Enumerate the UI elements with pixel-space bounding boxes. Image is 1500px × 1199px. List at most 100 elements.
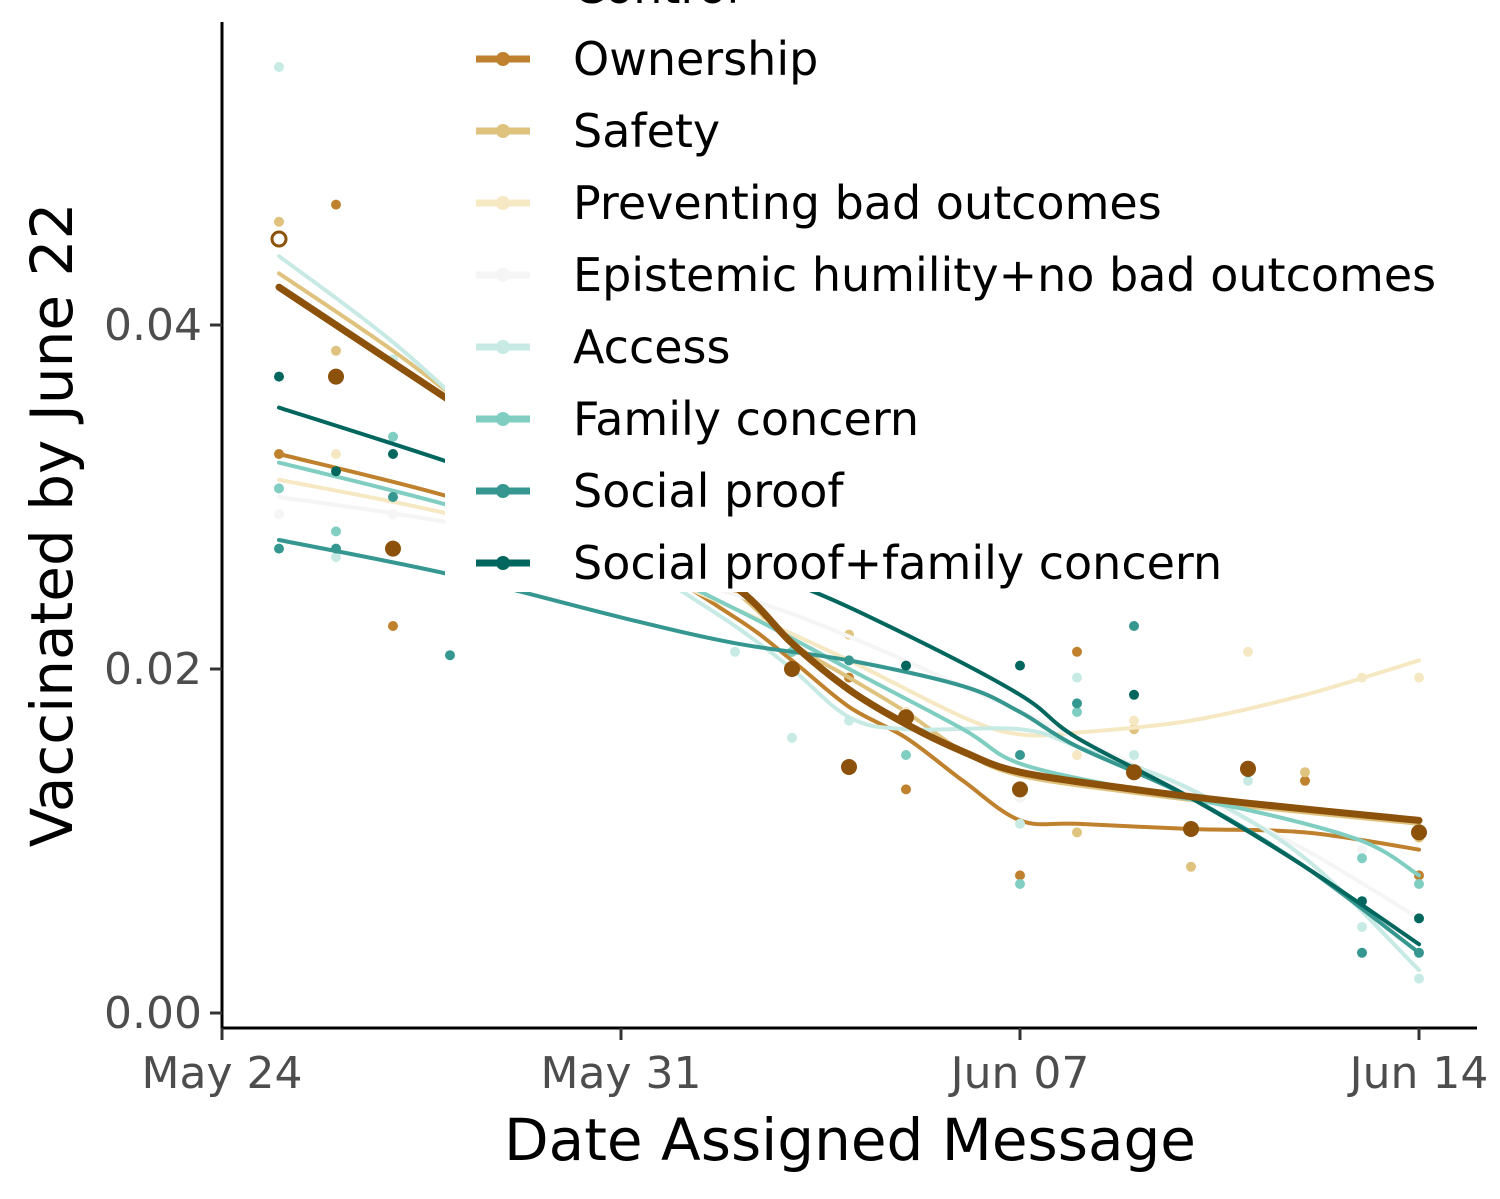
legend: Control Ownership Safety Preventing bad out…	[476, 0, 1436, 590]
legend-item: Preventing bad outcomes	[476, 176, 1162, 230]
data-point	[1357, 947, 1367, 958]
data-point	[730, 646, 740, 657]
data-point	[274, 509, 284, 520]
data-point	[1300, 767, 1310, 778]
data-point	[1357, 922, 1367, 932]
x-tick-label: Jun 07	[948, 1048, 1090, 1099]
data-point	[1414, 973, 1424, 984]
data-point	[1072, 827, 1082, 838]
data-point	[445, 650, 455, 661]
data-point	[1015, 660, 1025, 671]
legend-label: Control	[573, 0, 739, 14]
data-point	[1015, 818, 1025, 829]
data-point	[1183, 821, 1199, 837]
data-point	[1357, 896, 1367, 907]
legend-label: Safety	[573, 104, 720, 158]
legend-item: Access	[476, 320, 730, 374]
legend-label: Preventing bad outcomes	[573, 176, 1162, 230]
data-point	[385, 540, 401, 557]
legend-key-point	[496, 484, 510, 498]
legend-key-point	[496, 340, 510, 354]
data-point	[1129, 715, 1139, 726]
legend-item: Control	[573, 0, 739, 14]
data-point	[1072, 646, 1082, 657]
y-tick-label: 0.04	[104, 300, 202, 351]
data-point	[388, 449, 398, 459]
legend-key-point	[496, 268, 510, 282]
legend-label: Social proof	[573, 464, 845, 518]
plot-area	[270, 62, 1427, 984]
data-point	[1072, 707, 1082, 717]
hollow-data-point	[270, 230, 288, 248]
legend-label: Access	[573, 320, 730, 374]
data-point	[1186, 861, 1196, 872]
data-point	[1357, 853, 1367, 864]
data-point	[1015, 879, 1025, 889]
data-point	[328, 368, 344, 385]
data-point	[1300, 775, 1310, 786]
x-tick-label: May 31	[541, 1048, 702, 1099]
data-point	[388, 509, 398, 520]
legend-label: Epistemic humility+no bad outcomes	[573, 248, 1436, 302]
data-point	[1129, 750, 1139, 760]
data-point	[274, 543, 284, 554]
data-point	[331, 526, 341, 537]
data-point	[1414, 913, 1424, 924]
data-point	[901, 750, 911, 760]
legend-key-point	[496, 196, 510, 210]
data-point	[331, 345, 341, 356]
data-point	[1414, 672, 1424, 683]
data-point	[1129, 689, 1139, 700]
data-point	[1012, 781, 1028, 798]
data-point	[1129, 621, 1139, 631]
legend-key-point	[496, 412, 510, 426]
legend-label: Ownership	[573, 32, 818, 86]
data-point	[388, 492, 398, 502]
y-tick-label: 0.00	[104, 988, 202, 1039]
data-point	[844, 715, 854, 726]
legend-label: Family concern	[573, 392, 919, 446]
data-point	[1072, 672, 1082, 683]
axes: 0.00 0.02 0.04 May 24 May 31 Jun 07 Jun 14	[104, 22, 1488, 1099]
data-point	[1414, 879, 1424, 889]
legend-item: Epistemic humility+no bad outcomes	[476, 248, 1436, 302]
y-tick-label: 0.02	[104, 644, 202, 695]
data-point	[898, 709, 914, 726]
legend-item: Social proof	[476, 464, 845, 518]
data-point	[1015, 870, 1025, 881]
data-point	[274, 449, 284, 459]
data-point	[901, 660, 911, 671]
data-point	[1072, 750, 1082, 760]
data-point	[331, 466, 341, 477]
data-point	[1240, 760, 1256, 777]
data-point	[1357, 672, 1367, 683]
data-point	[1015, 750, 1025, 760]
legend-key-point	[496, 124, 510, 138]
data-point	[1126, 764, 1142, 781]
data-point	[1414, 947, 1424, 958]
data-point	[1357, 844, 1367, 855]
data-point	[388, 621, 398, 631]
legend-item: Safety	[476, 104, 720, 158]
data-point	[1243, 775, 1253, 786]
x-axis-title: Date Assigned Message	[504, 1106, 1196, 1174]
legend-background	[445, 0, 1500, 592]
data-point	[274, 62, 284, 72]
data-point	[787, 732, 797, 743]
data-point	[274, 371, 284, 382]
data-point	[784, 661, 800, 677]
x-tick-label: May 24	[142, 1048, 303, 1099]
legend-item: Social proof+family concern	[476, 536, 1222, 590]
data-point	[1243, 646, 1253, 657]
data-point	[844, 655, 854, 666]
data-point	[1072, 698, 1082, 709]
legend-label: Social proof+family concern	[573, 536, 1222, 590]
y-axis-title: Vaccinated by June 22	[18, 203, 86, 848]
legend-key-point	[496, 556, 510, 570]
data-point	[274, 483, 284, 494]
legend-item: Ownership	[476, 32, 818, 86]
data-point	[841, 759, 857, 775]
legend-key-point	[496, 52, 510, 66]
data-point	[388, 431, 398, 442]
